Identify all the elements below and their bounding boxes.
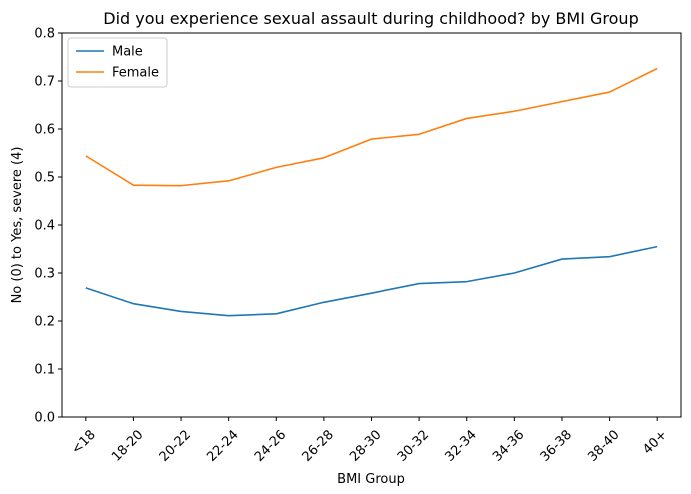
series-line-female [85,67,658,187]
legend-label: Female [112,66,159,81]
y-tick-label: 0.7 [34,75,55,90]
y-tick-label: 0.2 [34,315,55,330]
y-tick-label: 0.5 [34,171,55,186]
y-tick-label: 0.6 [34,123,55,138]
x-axis-title: BMI Group [337,472,405,487]
chart-title: Did you experience sexual assault during… [103,9,638,28]
y-tick-label: 0.0 [34,411,55,426]
y-tick-label: 0.8 [34,27,55,42]
y-tick-label: 0.4 [34,219,55,234]
y-axis: 0.0 0.1 0.2 0.3 0.4 0.5 0.6 0.7 0.8 [34,27,62,426]
legend: Male Female [67,37,168,88]
series-layer [85,67,658,317]
y-tick-label: 0.3 [34,267,55,282]
series-line-male [85,245,658,317]
plot-frame [61,32,682,418]
legend-label: Male [112,45,143,60]
y-tick-label: 0.1 [34,363,55,378]
y-axis-title: No (0) to Yes, severe (4) [10,147,25,304]
